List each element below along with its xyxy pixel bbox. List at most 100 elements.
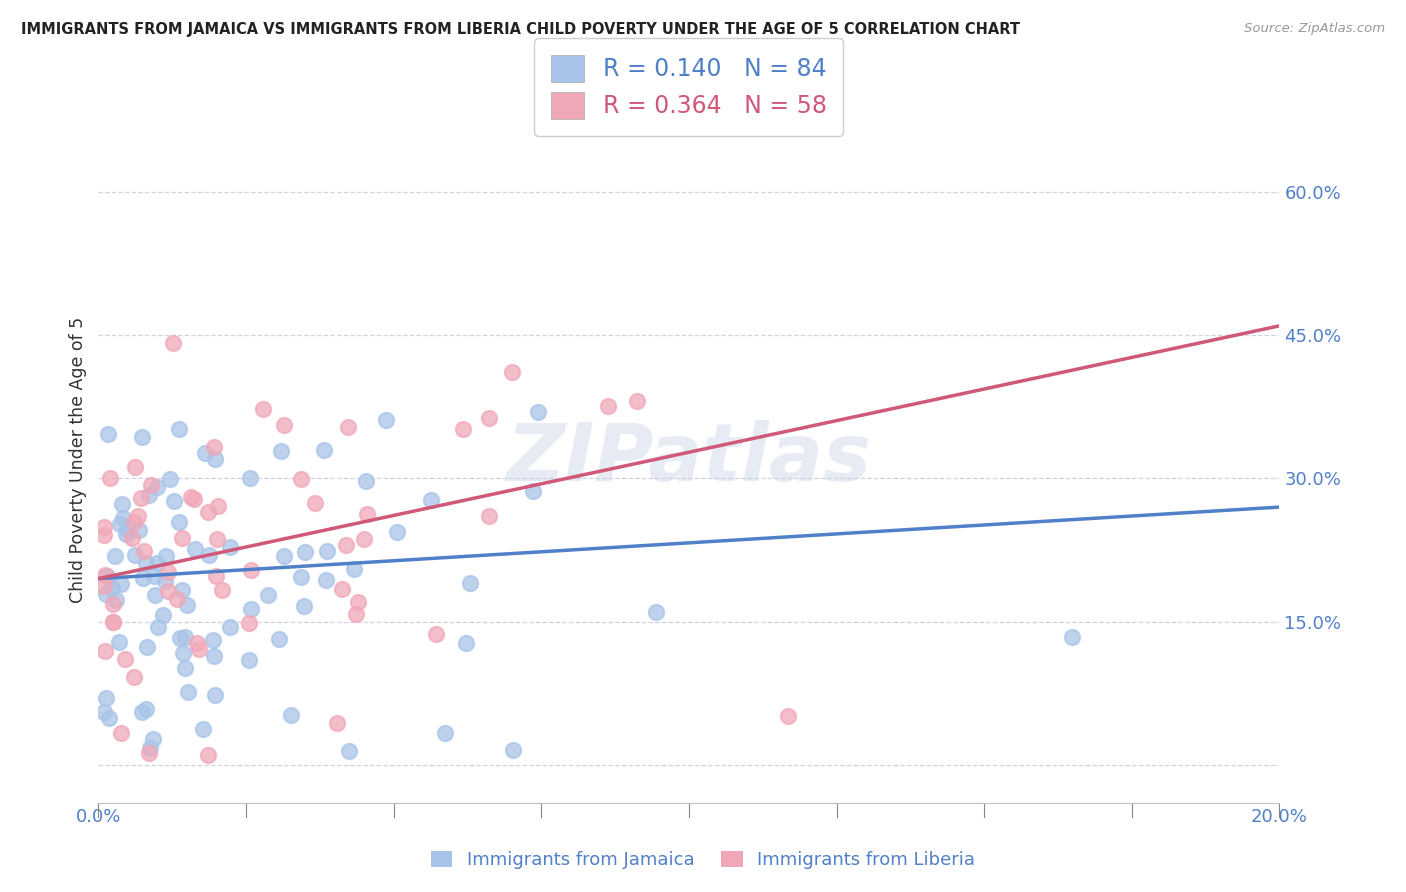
Point <box>104 549 127 563</box>
Point <box>110 497 132 511</box>
Point <box>197 549 219 563</box>
Point <box>94 644 117 658</box>
Point <box>186 636 208 650</box>
Point <box>142 732 165 747</box>
Point <box>131 706 153 720</box>
Point <box>93 567 115 582</box>
Point <box>162 336 184 351</box>
Point <box>353 532 375 546</box>
Point <box>238 652 260 666</box>
Point <box>304 496 326 510</box>
Point <box>347 595 370 609</box>
Point <box>96 569 118 583</box>
Point <box>108 516 131 531</box>
Point <box>157 565 180 579</box>
Point <box>93 520 115 534</box>
Point <box>176 685 198 699</box>
Point <box>152 607 174 622</box>
Point <box>139 741 162 756</box>
Point <box>128 523 150 537</box>
Point <box>527 405 550 419</box>
Point <box>176 598 198 612</box>
Point <box>356 507 378 521</box>
Point <box>166 591 188 606</box>
Point <box>131 430 153 444</box>
Point <box>218 540 240 554</box>
Point <box>110 726 132 740</box>
Point <box>94 691 117 706</box>
Y-axis label: Child Poverty Under the Age of 5: Child Poverty Under the Age of 5 <box>69 317 87 602</box>
Point <box>138 488 160 502</box>
Point <box>205 533 228 547</box>
Point <box>207 499 229 513</box>
Point <box>239 471 262 485</box>
Point <box>290 472 312 486</box>
Point <box>343 562 366 576</box>
Point <box>596 399 619 413</box>
Point <box>202 648 225 663</box>
Point <box>419 493 441 508</box>
Point <box>172 646 194 660</box>
Point <box>174 630 197 644</box>
Text: Source: ZipAtlas.com: Source: ZipAtlas.com <box>1244 22 1385 36</box>
Point <box>139 477 162 491</box>
Point <box>776 709 799 723</box>
Point <box>454 636 477 650</box>
Point <box>337 744 360 758</box>
Point <box>315 573 337 587</box>
Point <box>124 548 146 562</box>
Point <box>97 426 120 441</box>
Point <box>257 588 280 602</box>
Point <box>167 421 190 435</box>
Point <box>124 459 146 474</box>
Point <box>101 582 124 596</box>
Point <box>478 509 501 524</box>
Point <box>108 635 131 649</box>
Point <box>170 583 193 598</box>
Point <box>458 575 481 590</box>
Point <box>93 706 115 720</box>
Point <box>146 620 169 634</box>
Point <box>183 491 205 506</box>
Point <box>184 542 207 557</box>
Point <box>202 441 225 455</box>
Point <box>155 549 177 563</box>
Point <box>146 480 169 494</box>
Point <box>204 452 226 467</box>
Point <box>169 515 191 529</box>
Point <box>478 411 501 425</box>
Point <box>240 602 263 616</box>
Point <box>122 670 145 684</box>
Point <box>114 652 136 666</box>
Point <box>145 556 167 570</box>
Point <box>155 574 177 589</box>
Point <box>273 549 295 563</box>
Point <box>425 627 447 641</box>
Point <box>316 544 339 558</box>
Point <box>191 722 214 736</box>
Point <box>204 688 226 702</box>
Point <box>197 747 219 762</box>
Point <box>143 588 166 602</box>
Point <box>138 746 160 760</box>
Legend: R = 0.140   N = 84, R = 0.364   N = 58: R = 0.140 N = 84, R = 0.364 N = 58 <box>534 38 844 136</box>
Point <box>330 582 353 596</box>
Point <box>292 599 315 613</box>
Text: ZIPatlas: ZIPatlas <box>506 420 872 499</box>
Point <box>103 615 125 629</box>
Legend: Immigrants from Jamaica, Immigrants from Liberia: Immigrants from Jamaica, Immigrants from… <box>422 842 984 879</box>
Point <box>385 524 408 539</box>
Point <box>157 584 180 599</box>
Point <box>188 641 211 656</box>
Point <box>197 505 219 519</box>
Point <box>131 491 153 505</box>
Point <box>132 544 155 558</box>
Point <box>211 583 233 598</box>
Point <box>451 422 474 436</box>
Point <box>169 631 191 645</box>
Point <box>135 557 157 571</box>
Text: IMMIGRANTS FROM JAMAICA VS IMMIGRANTS FROM LIBERIA CHILD POVERTY UNDER THE AGE O: IMMIGRANTS FROM JAMAICA VS IMMIGRANTS FR… <box>21 22 1021 37</box>
Point <box>132 571 155 585</box>
Point <box>159 472 181 486</box>
Point <box>142 569 165 583</box>
